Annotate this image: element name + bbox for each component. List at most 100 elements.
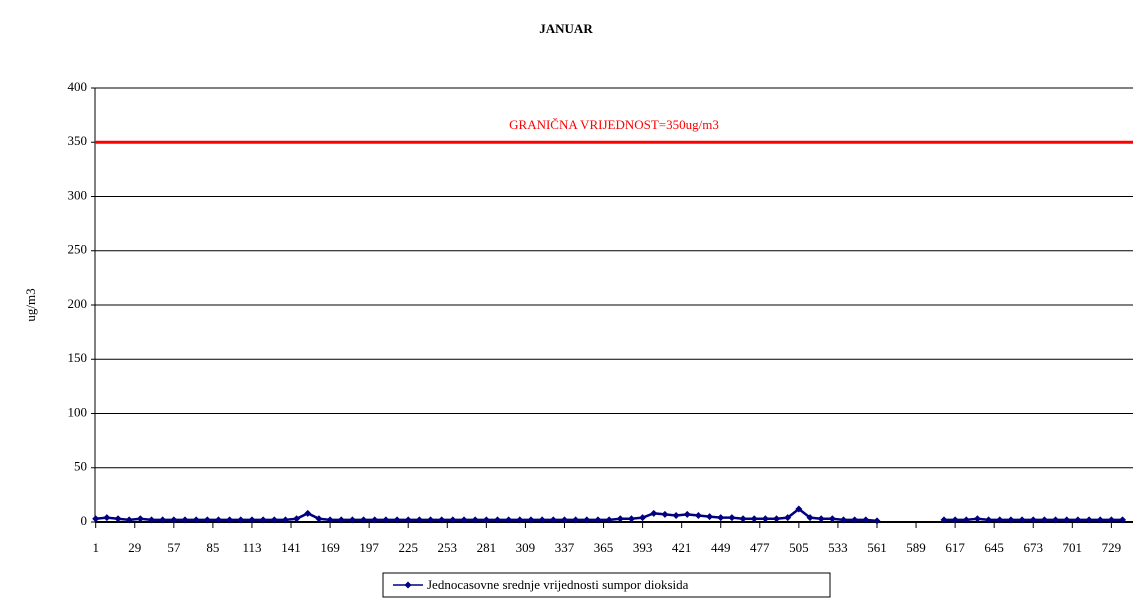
point	[460, 516, 468, 524]
point	[639, 514, 647, 522]
x-tick-label: 729	[1102, 540, 1122, 555]
point	[951, 516, 959, 524]
point	[136, 515, 144, 523]
point	[538, 516, 546, 524]
point	[583, 516, 591, 524]
x-tick-label: 225	[398, 540, 418, 555]
y-tick-label: 300	[68, 187, 88, 202]
point	[315, 515, 323, 523]
point	[650, 509, 658, 517]
y-tick-label: 100	[68, 404, 88, 419]
x-tick-label: 337	[555, 540, 575, 555]
x-tick-label: 197	[359, 540, 379, 555]
y-tick-label: 150	[68, 350, 88, 365]
x-tick-label: 113	[242, 540, 261, 555]
point	[92, 515, 100, 523]
x-tick-label: 561	[867, 540, 887, 555]
point	[1107, 516, 1115, 524]
point	[1052, 516, 1060, 524]
point	[382, 516, 390, 524]
point	[360, 516, 368, 524]
point	[181, 516, 189, 524]
point	[717, 514, 725, 522]
x-tick-label: 617	[945, 540, 965, 555]
point	[159, 516, 167, 524]
limit-label: GRANIČNA VRIJEDNOST=350ug/m3	[509, 117, 719, 132]
x-tick-label: 449	[711, 540, 731, 555]
x-tick-label: 365	[594, 540, 614, 555]
point	[694, 511, 702, 519]
y-tick-label: 50	[74, 459, 87, 474]
point	[549, 516, 557, 524]
point	[203, 516, 211, 524]
point	[996, 516, 1004, 524]
point	[750, 515, 758, 523]
point	[427, 516, 435, 524]
point	[1063, 516, 1071, 524]
point	[471, 516, 479, 524]
point	[973, 515, 981, 523]
x-tick-label: 309	[516, 540, 536, 555]
point	[862, 516, 870, 524]
point	[1007, 516, 1015, 524]
point	[828, 515, 836, 523]
x-tick-label: 533	[828, 540, 848, 555]
point	[1040, 516, 1048, 524]
point	[270, 516, 278, 524]
point	[494, 516, 502, 524]
point	[371, 516, 379, 524]
point	[293, 515, 301, 523]
point	[817, 515, 825, 523]
point	[706, 513, 714, 521]
y-tick-label: 250	[68, 242, 88, 257]
point	[438, 516, 446, 524]
x-tick-label: 141	[281, 540, 301, 555]
point	[616, 515, 624, 523]
point	[304, 509, 312, 517]
point	[873, 517, 881, 525]
x-tick-label: 281	[477, 540, 497, 555]
point	[259, 516, 267, 524]
x-tick-label: 589	[906, 540, 926, 555]
point	[572, 516, 580, 524]
point	[237, 516, 245, 524]
point	[114, 515, 122, 523]
point	[851, 516, 859, 524]
x-tick-label: 253	[438, 540, 458, 555]
x-tick-label: 505	[789, 540, 809, 555]
x-tick-label: 673	[1023, 540, 1043, 555]
x-tick-label: 645	[984, 540, 1004, 555]
point	[739, 515, 747, 523]
point	[482, 516, 490, 524]
chart-title: JANUAR	[539, 21, 593, 36]
point	[940, 516, 948, 524]
y-tick-label: 350	[68, 133, 88, 148]
point	[415, 516, 423, 524]
point	[683, 510, 691, 518]
point	[985, 516, 993, 524]
legend-marker	[404, 581, 412, 589]
point	[728, 514, 736, 522]
y-axis-label: ug/m3	[23, 288, 38, 321]
point	[661, 510, 669, 518]
x-tick-label: 477	[750, 540, 770, 555]
point	[1085, 516, 1093, 524]
x-tick-label: 85	[206, 540, 219, 555]
point	[1074, 516, 1082, 524]
point	[393, 516, 401, 524]
point	[125, 516, 133, 524]
point	[170, 516, 178, 524]
point	[806, 514, 814, 522]
point	[795, 505, 803, 513]
point	[248, 516, 256, 524]
point	[449, 516, 457, 524]
point	[1119, 516, 1127, 524]
point	[594, 516, 602, 524]
x-tick-label: 421	[672, 540, 692, 555]
point	[404, 516, 412, 524]
point	[1029, 516, 1037, 524]
point	[192, 516, 200, 524]
point	[516, 516, 524, 524]
x-tick-label: 169	[320, 540, 340, 555]
